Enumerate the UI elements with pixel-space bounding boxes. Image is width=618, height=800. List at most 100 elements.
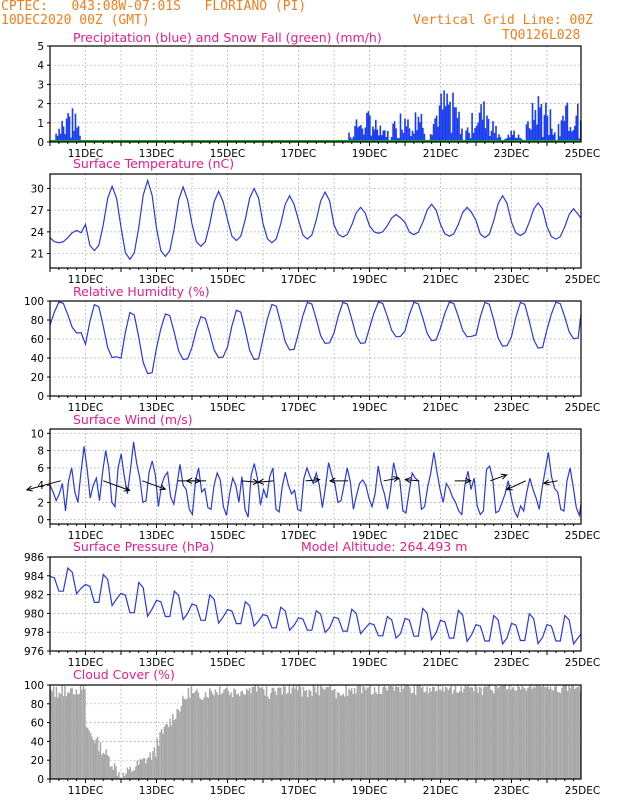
cloud-bar [277, 687, 279, 779]
cloud-bar [275, 695, 278, 779]
y-tick-label: 24 [31, 227, 45, 239]
plot-frame [49, 684, 582, 780]
precip-bar [438, 105, 441, 142]
cloud-bar [176, 708, 178, 779]
cloud-bar [520, 689, 522, 779]
wind-arrow [383, 476, 400, 483]
precip-bar [348, 132, 350, 142]
cloud-bar [419, 685, 421, 779]
wind-arrow [103, 480, 131, 492]
precip-bar [569, 127, 572, 142]
precip-bar [563, 120, 566, 142]
cloud-bar [106, 755, 109, 779]
cloud-bar [562, 685, 565, 779]
cloud-bar [405, 685, 407, 779]
precip-bar [74, 113, 77, 142]
cloud-bar [554, 686, 556, 779]
precip-bar [486, 115, 488, 142]
cloud-bar [551, 689, 553, 779]
precip-bar [395, 128, 397, 142]
plot-frame [49, 428, 582, 525]
cloud-bar [366, 687, 369, 779]
x-tick-label: 11DEC [68, 148, 103, 160]
cloud-bar [402, 688, 404, 779]
precip-bar [452, 92, 454, 142]
precip-bar [407, 119, 409, 142]
precip-bar [533, 119, 535, 142]
cloud-bar [390, 686, 393, 779]
station-header: CPTEC: 043:08W-07:01S FLORIANO (PI) [1, 0, 307, 14]
cloud-bar [326, 686, 329, 779]
precip-bar [549, 109, 552, 142]
cloud-bar [331, 690, 333, 779]
cloud-bar [98, 751, 100, 779]
x-tick-label: 21DEC [423, 402, 458, 414]
wind-arrow [542, 479, 558, 486]
cloud-bar [234, 689, 237, 779]
precip-bar [465, 130, 467, 142]
cloud-bar [145, 763, 147, 779]
precip-bar [568, 131, 570, 142]
cloud-bar [542, 685, 545, 779]
cloud-bar [329, 685, 332, 779]
cloud-bar [441, 686, 444, 779]
precip-bar [552, 134, 555, 142]
cloud-bar [236, 694, 238, 779]
precip-bar [370, 135, 373, 142]
cloud-bar [410, 693, 413, 779]
precip-bar [59, 133, 62, 142]
precip-bar [55, 133, 57, 142]
cloud-bar [473, 691, 475, 779]
cloud-bar [294, 688, 296, 779]
cloud-bar [123, 775, 126, 779]
precip-bar [358, 126, 361, 142]
cloud-bar [437, 685, 440, 779]
cloud-bar [552, 690, 555, 779]
cloud-bar [375, 692, 377, 779]
precip-bar [373, 129, 376, 142]
y-tick-label: 6 [37, 463, 44, 475]
cloud-bar [99, 742, 102, 779]
precip-bar [483, 101, 485, 142]
cloud-bar [427, 693, 430, 779]
cloud-bar [217, 694, 220, 779]
cloud-bar [571, 685, 573, 779]
y-tick-label: 984 [24, 571, 44, 583]
cloud-bar [345, 685, 347, 779]
cloud-bar [531, 689, 533, 779]
precip-bar [396, 137, 399, 142]
cloud-bar [397, 687, 400, 779]
cloud-bar [52, 686, 55, 779]
precip-bar [352, 136, 355, 142]
cloud-bar [461, 692, 464, 779]
cloud-bar [67, 692, 69, 779]
precip-bar [571, 131, 573, 142]
cloud-bar [443, 691, 445, 779]
cloud-bar [480, 687, 482, 779]
cloud-bar [149, 752, 151, 779]
cloud-bar [112, 769, 114, 779]
cloud-bar [77, 694, 79, 779]
cloud-bar [471, 687, 474, 779]
precip-bar [378, 135, 380, 142]
cloud-bar [382, 687, 384, 779]
x-tick-label: 25DEC [565, 148, 600, 160]
y-tick-label: 30 [31, 183, 44, 195]
cloud-bar [230, 692, 232, 779]
cloud-bar [119, 777, 122, 779]
plot-frame [49, 45, 582, 143]
cloud-bar [173, 720, 175, 779]
cloud-bar [534, 687, 536, 779]
cloud-bar [454, 685, 457, 779]
panel-pres: 976 978 980 982 984 986 11DEC 13DEC 15DEC 17DEC 19… [24, 539, 600, 669]
cloud-bar [456, 692, 458, 779]
cloud-bar [196, 689, 198, 779]
x-tick-label: 25DEC [565, 402, 600, 414]
cloud-bar [179, 711, 181, 779]
cloud-bar [569, 688, 572, 779]
cloud-bar [392, 686, 394, 779]
cloud-bar [343, 696, 346, 779]
panel-precip: 0 1 2 3 4 5 11DEC 13DEC 15DEC 17DEC 19DEC 21DEC 23DE… [37, 30, 600, 160]
cloud-bar [197, 692, 200, 779]
x-tick-label: 21DEC [423, 148, 458, 160]
